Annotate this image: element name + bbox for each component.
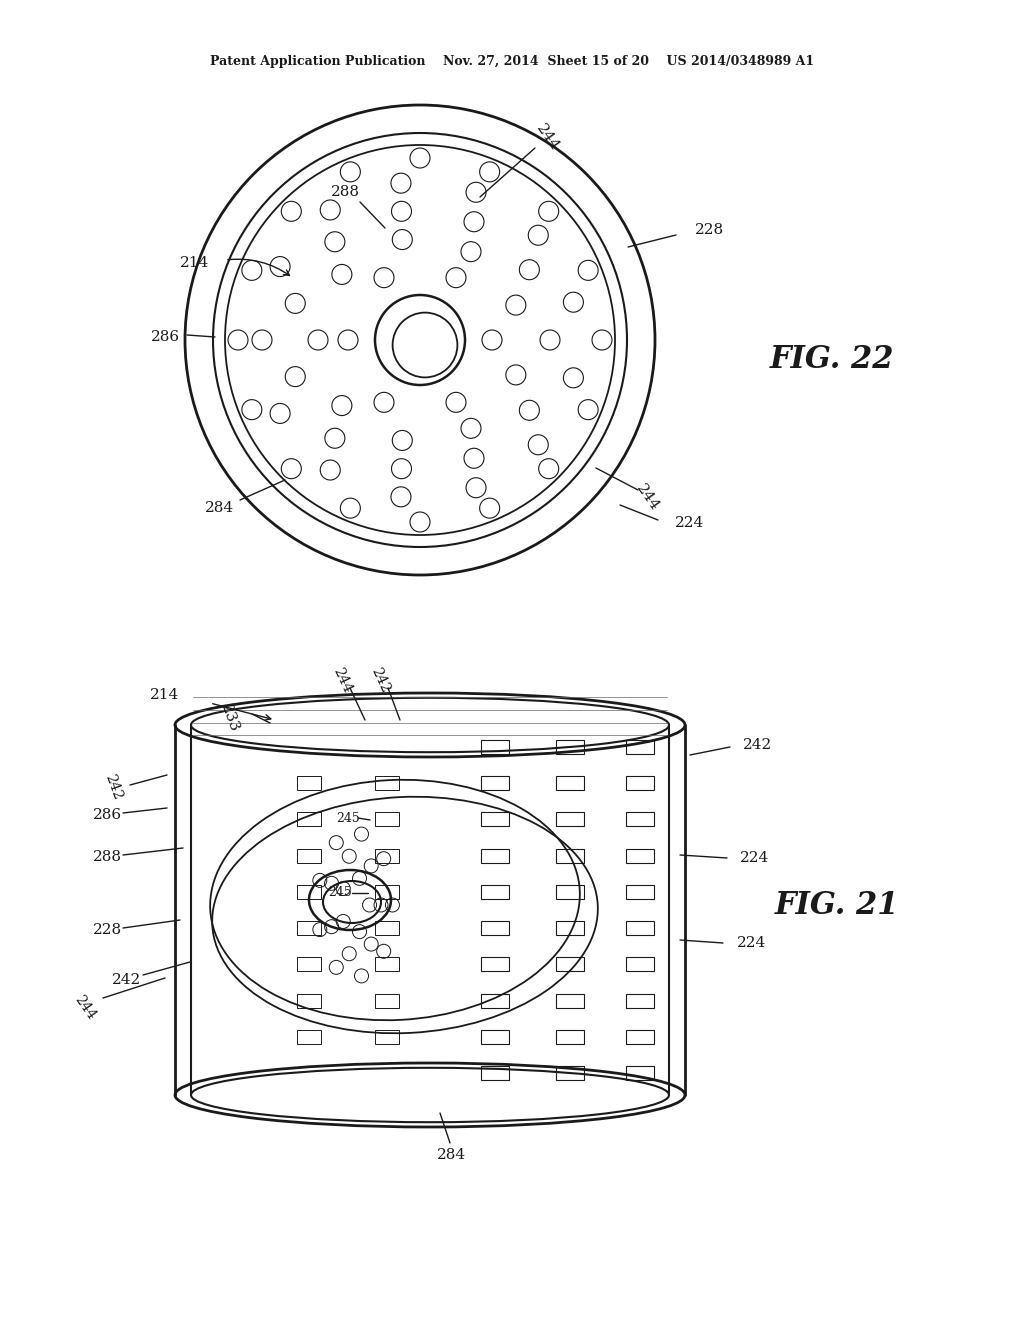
Bar [481, 812, 509, 826]
Bar [297, 812, 322, 826]
Text: 288: 288 [331, 185, 359, 199]
Bar [376, 921, 399, 935]
Bar [376, 812, 399, 826]
Text: 224: 224 [737, 936, 766, 950]
Bar [376, 849, 399, 863]
Bar [297, 849, 322, 863]
Bar [481, 776, 509, 791]
Bar [556, 849, 584, 863]
Bar [556, 1067, 584, 1080]
Bar [481, 1067, 509, 1080]
Bar [481, 957, 509, 972]
Text: FIG. 21: FIG. 21 [775, 890, 899, 920]
Text: 224: 224 [675, 516, 705, 531]
Bar [376, 994, 399, 1007]
Bar [626, 1067, 654, 1080]
Bar [376, 884, 399, 899]
Text: 244: 244 [634, 482, 663, 513]
Bar [556, 812, 584, 826]
Bar [556, 957, 584, 972]
Text: 233: 233 [218, 702, 242, 734]
Bar [626, 776, 654, 791]
Text: 242: 242 [368, 665, 392, 694]
Bar [556, 994, 584, 1007]
Bar [481, 741, 509, 754]
Text: 228: 228 [695, 223, 724, 238]
Text: 224: 224 [740, 851, 769, 865]
Text: 228: 228 [92, 923, 122, 937]
Bar [626, 994, 654, 1007]
Bar [481, 884, 509, 899]
Bar [556, 1030, 584, 1044]
Text: 244: 244 [330, 665, 354, 694]
Text: 284: 284 [206, 502, 234, 515]
Bar [556, 884, 584, 899]
Text: 214: 214 [151, 688, 179, 702]
Bar [626, 957, 654, 972]
Bar [297, 994, 322, 1007]
Text: 245: 245 [336, 812, 359, 825]
Text: 214: 214 [180, 256, 210, 271]
Bar [376, 776, 399, 791]
Text: 242: 242 [743, 738, 772, 752]
Bar [376, 1030, 399, 1044]
Text: FIG. 22: FIG. 22 [770, 345, 895, 375]
Text: 286: 286 [151, 330, 179, 345]
Text: 245: 245 [328, 887, 352, 899]
Bar [626, 884, 654, 899]
Text: 288: 288 [92, 850, 122, 865]
Bar [626, 812, 654, 826]
Bar [626, 741, 654, 754]
Text: Patent Application Publication    Nov. 27, 2014  Sheet 15 of 20    US 2014/03489: Patent Application Publication Nov. 27, … [210, 55, 814, 69]
Bar [626, 921, 654, 935]
Text: 242: 242 [113, 973, 141, 987]
Bar [481, 994, 509, 1007]
Bar [626, 1030, 654, 1044]
Bar [297, 921, 322, 935]
Text: 284: 284 [437, 1148, 467, 1162]
Text: 242: 242 [102, 772, 124, 801]
Bar [556, 741, 584, 754]
Bar [297, 884, 322, 899]
Bar [481, 1030, 509, 1044]
Bar [481, 849, 509, 863]
Text: 244: 244 [534, 121, 562, 154]
Text: 244: 244 [72, 993, 98, 1023]
Bar [626, 849, 654, 863]
Bar [556, 921, 584, 935]
Bar [297, 1030, 322, 1044]
Bar [297, 957, 322, 972]
Bar [297, 776, 322, 791]
Bar [556, 776, 584, 791]
Bar [481, 921, 509, 935]
Bar [376, 957, 399, 972]
Text: 286: 286 [92, 808, 122, 822]
